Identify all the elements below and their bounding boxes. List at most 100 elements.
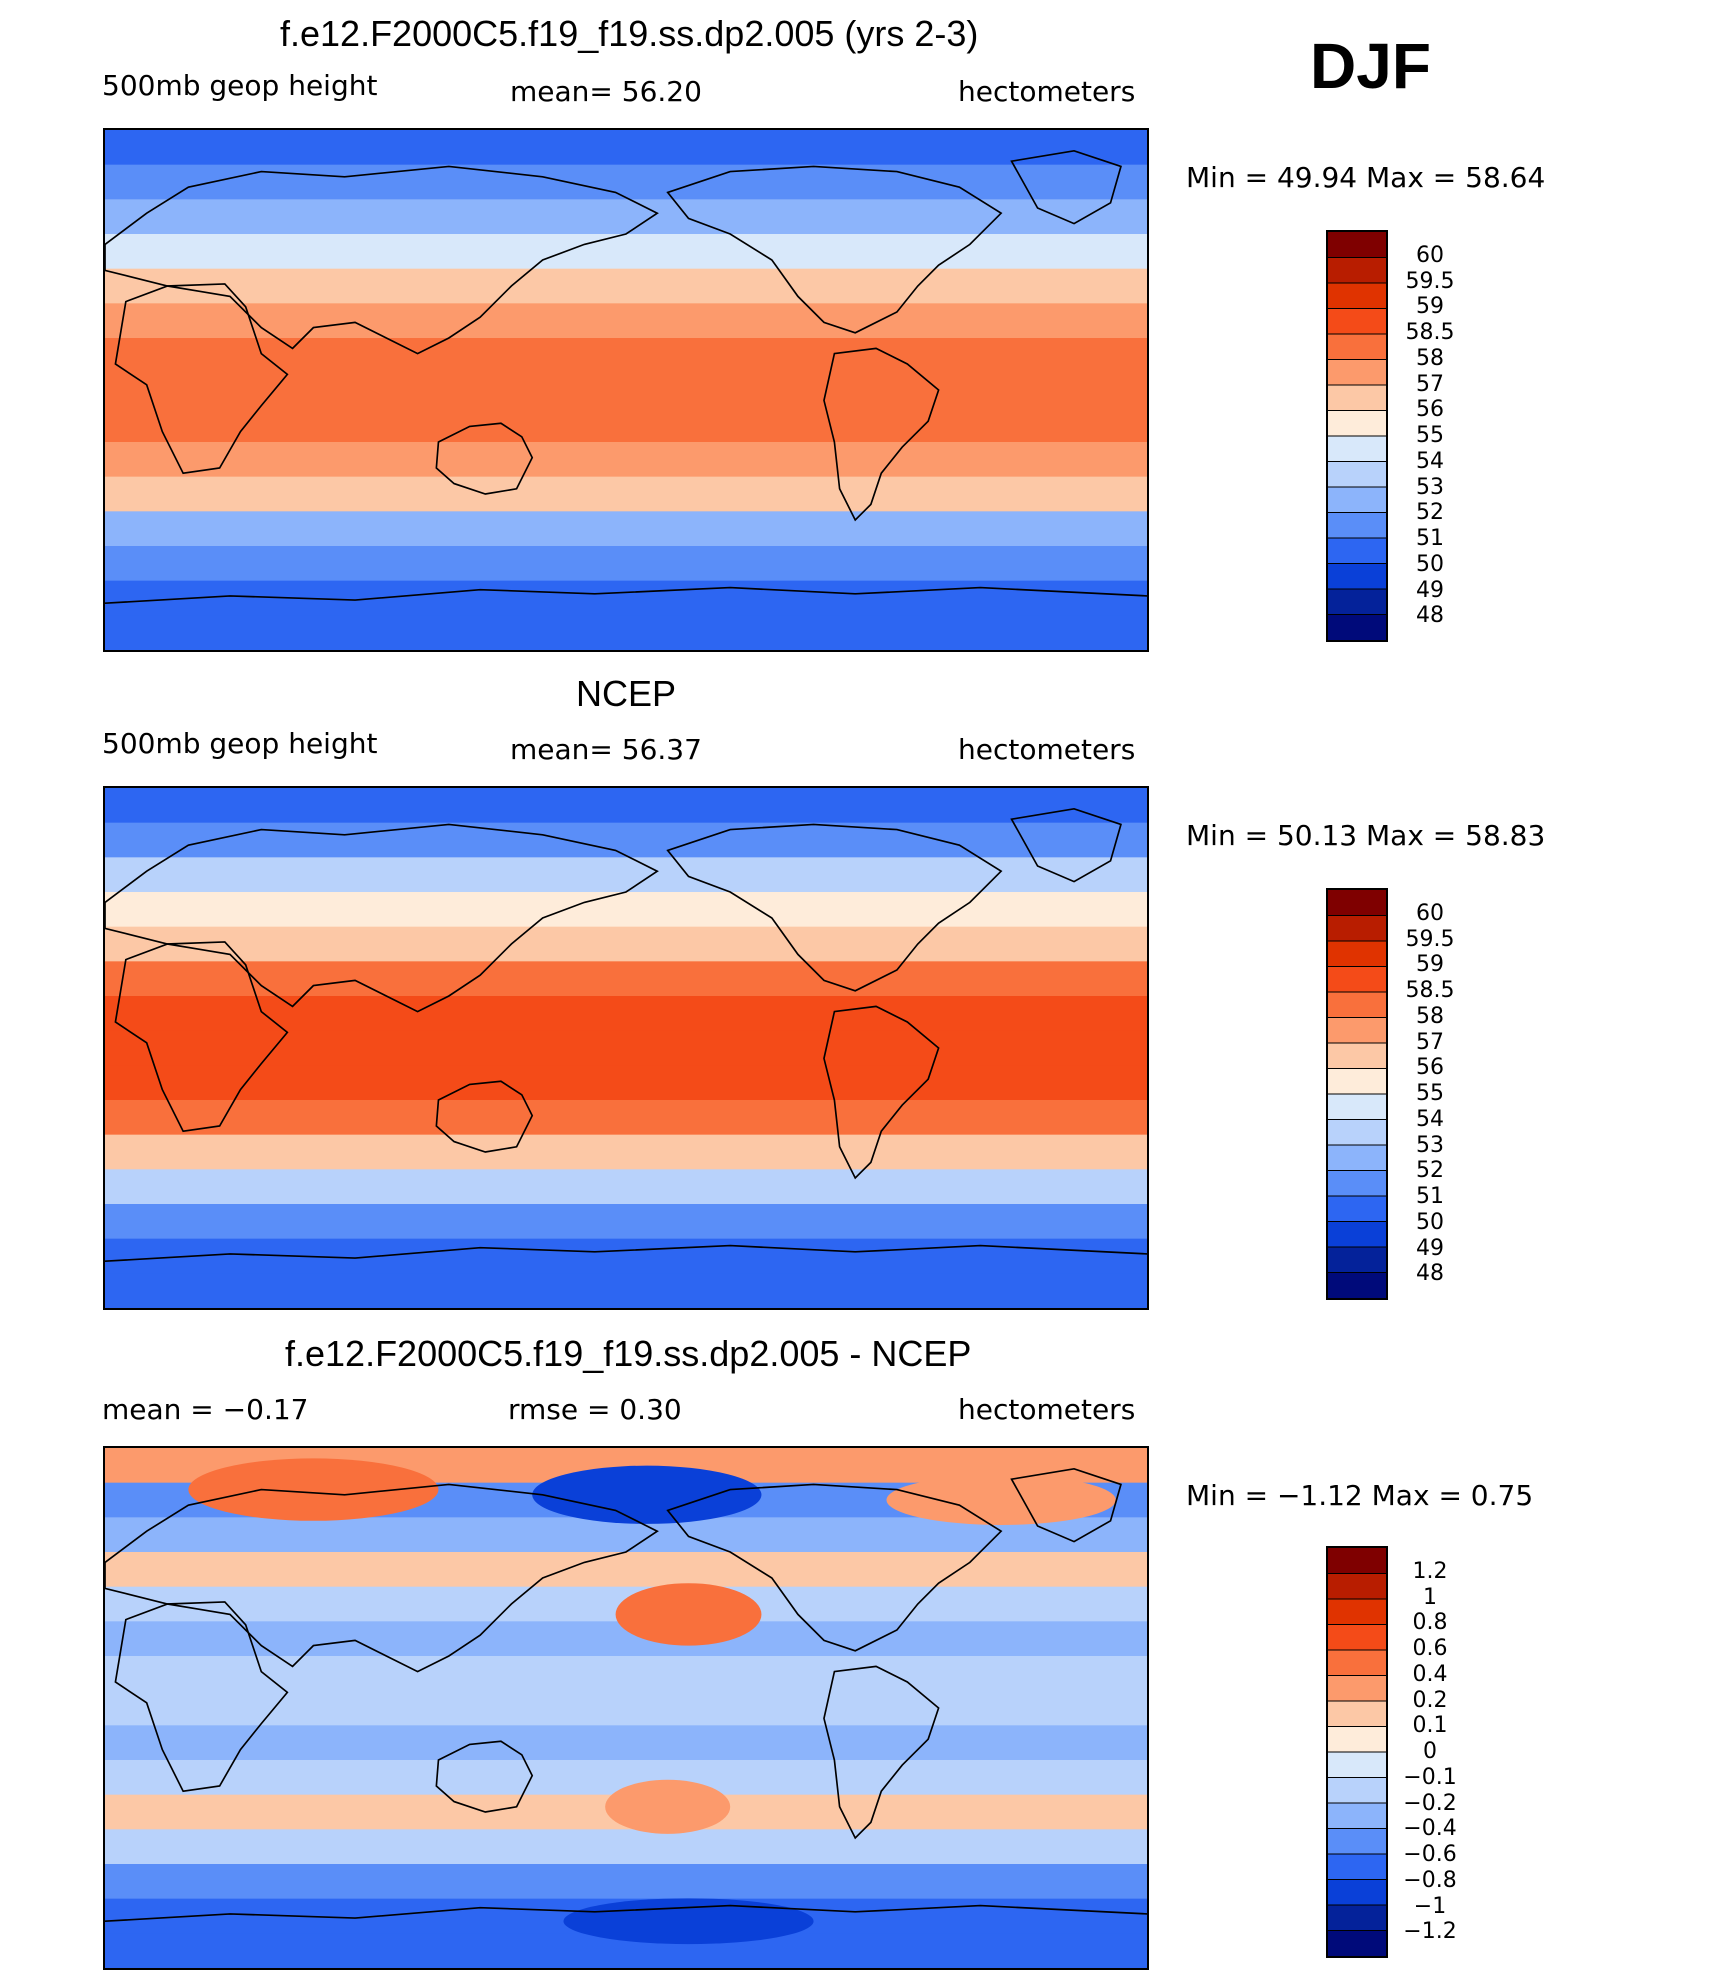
panel1-variable-label: 500mb geop height bbox=[102, 69, 378, 102]
panel1-map bbox=[103, 128, 1149, 652]
latitude-band bbox=[105, 1656, 1147, 1692]
panel2-map bbox=[103, 786, 1149, 1310]
panel3-colorbar bbox=[1326, 1546, 1388, 1958]
latitude-band bbox=[105, 1552, 1147, 1588]
colorbar-tick-label: 0.4 bbox=[1412, 1661, 1448, 1687]
colorbar-swatch bbox=[1328, 1573, 1386, 1600]
colorbar-swatch bbox=[1328, 1043, 1386, 1070]
colorbar-swatch bbox=[1328, 512, 1386, 539]
colorbar-swatch bbox=[1328, 614, 1386, 640]
panel1-mean-label: mean= 56.20 bbox=[510, 75, 702, 108]
colorbar-swatch bbox=[1328, 1650, 1386, 1677]
colorbar-tick-label: −0.4 bbox=[1403, 1816, 1457, 1842]
colorbar-swatch bbox=[1328, 1145, 1386, 1172]
panel1-colorbar bbox=[1326, 230, 1388, 642]
africa-outline bbox=[114, 941, 289, 1133]
colorbar-swatch bbox=[1328, 1726, 1386, 1753]
latitude-band bbox=[105, 442, 1147, 478]
panel2-title: NCEP bbox=[576, 673, 677, 714]
latitude-band bbox=[105, 1829, 1147, 1865]
latitude-band bbox=[105, 268, 1147, 304]
colorbar-tick-label: −0.6 bbox=[1403, 1842, 1457, 1867]
colorbar-swatch bbox=[1328, 1701, 1386, 1728]
colorbar-tick-label: 56 bbox=[1416, 397, 1444, 423]
latitude-band bbox=[105, 164, 1147, 200]
colorbar-tick-label: −0.8 bbox=[1403, 1867, 1457, 1893]
panel3-rmse-label: rmse = 0.30 bbox=[508, 1393, 682, 1426]
australia-outline bbox=[435, 422, 534, 495]
colorbar-swatch bbox=[1328, 308, 1386, 335]
colorbar-tick-label: 59.5 bbox=[1405, 268, 1455, 294]
colorbar-swatch bbox=[1328, 563, 1386, 590]
latitude-band bbox=[105, 615, 1147, 650]
latitude-band bbox=[105, 580, 1147, 616]
panel3-mean-label: mean = −0.17 bbox=[102, 1393, 309, 1426]
anomaly-blob bbox=[188, 1458, 439, 1521]
panel2-colorbar-labels: 60 59.5 59 58.5 58 57 56 55 54 53 52 51 50 49 48 bbox=[1395, 888, 1465, 1300]
greenland-outline bbox=[1010, 807, 1122, 883]
colorbar-tick-label: 48 bbox=[1416, 603, 1444, 629]
anomaly-blob bbox=[886, 1475, 1116, 1525]
colorbar-tick-label: 1 bbox=[1423, 1584, 1437, 1610]
colorbar-swatch bbox=[1328, 538, 1386, 565]
panel2-minmax: Min = 50.13 Max = 58.83 bbox=[1186, 819, 1546, 852]
australia-outline bbox=[435, 1740, 534, 1813]
eurasia-outline bbox=[105, 1483, 659, 1673]
north-america-outline bbox=[666, 165, 1003, 334]
colorbar-swatch bbox=[1328, 1247, 1386, 1274]
panel2-colorbar bbox=[1326, 888, 1388, 1300]
colorbar-tick-label: 0 bbox=[1423, 1739, 1437, 1764]
colorbar-tick-label: 55 bbox=[1416, 1081, 1444, 1106]
latitude-band bbox=[105, 788, 1147, 824]
colorbar-tick-label: 58.5 bbox=[1405, 978, 1455, 1003]
latitude-band bbox=[105, 892, 1147, 928]
panel1-units-label: hectometers bbox=[958, 75, 1136, 108]
latitude-band bbox=[105, 407, 1147, 443]
latitude-band bbox=[105, 996, 1147, 1032]
colorbar-tick-label: 0.8 bbox=[1412, 1610, 1448, 1636]
colorbar-swatch bbox=[1328, 941, 1386, 968]
colorbar-swatch bbox=[1328, 1599, 1386, 1626]
panel1-colorbar-labels: 60 59.5 59 58.5 58 57 56 55 54 53 52 51 50 49 48 bbox=[1395, 230, 1465, 642]
colorbar-tick-label: 0.2 bbox=[1412, 1687, 1448, 1713]
panel3-title: f.e12.F2000C5.f19_f19.ss.dp2.005 - NCEP bbox=[285, 1333, 972, 1374]
latitude-band bbox=[105, 511, 1147, 547]
panel2-mean-label: mean= 56.37 bbox=[510, 733, 702, 766]
panel3-units-label: hectometers bbox=[958, 1393, 1136, 1426]
map-svg bbox=[105, 788, 1147, 1308]
latitude-band bbox=[105, 372, 1147, 408]
colorbar-swatch bbox=[1328, 1803, 1386, 1830]
colorbar-swatch bbox=[1328, 1196, 1386, 1223]
colorbar-tick-label: 54 bbox=[1416, 448, 1444, 474]
colorbar-tick-label: 53 bbox=[1416, 474, 1444, 500]
colorbar-swatch bbox=[1328, 1272, 1386, 1298]
antarctica-outline bbox=[105, 1904, 1147, 1923]
colorbar-swatch bbox=[1328, 1777, 1386, 1804]
colorbar-swatch bbox=[1328, 966, 1386, 993]
colorbar-tick-label: 58 bbox=[1416, 1003, 1444, 1029]
colorbar-tick-label: −1.2 bbox=[1403, 1919, 1457, 1945]
greenland-outline bbox=[1010, 149, 1122, 225]
greenland-outline bbox=[1010, 1467, 1122, 1543]
colorbar-swatch bbox=[1328, 1170, 1386, 1197]
colorbar-swatch bbox=[1328, 1119, 1386, 1146]
colorbar-swatch bbox=[1328, 436, 1386, 463]
latitude-band bbox=[105, 234, 1147, 270]
colorbar-swatch bbox=[1328, 915, 1386, 942]
latitude-band bbox=[105, 546, 1147, 582]
colorbar-swatch bbox=[1328, 1879, 1386, 1906]
colorbar-tick-label: 57 bbox=[1416, 371, 1444, 397]
colorbar-swatch bbox=[1328, 1624, 1386, 1651]
south-america-outline bbox=[823, 1005, 940, 1180]
africa-outline bbox=[114, 1601, 289, 1793]
latitude-band bbox=[105, 822, 1147, 858]
colorbar-tick-label: 52 bbox=[1416, 1158, 1444, 1184]
panel1-minmax: Min = 49.94 Max = 58.64 bbox=[1186, 161, 1546, 194]
north-america-outline bbox=[666, 823, 1003, 992]
latitude-band bbox=[105, 130, 1147, 166]
colorbar-tick-label: −0.2 bbox=[1403, 1790, 1457, 1816]
north-america-outline bbox=[666, 1483, 1003, 1652]
latitude-band bbox=[105, 303, 1147, 339]
colorbar-swatch bbox=[1328, 1221, 1386, 1248]
colorbar-tick-label: 48 bbox=[1416, 1261, 1444, 1287]
